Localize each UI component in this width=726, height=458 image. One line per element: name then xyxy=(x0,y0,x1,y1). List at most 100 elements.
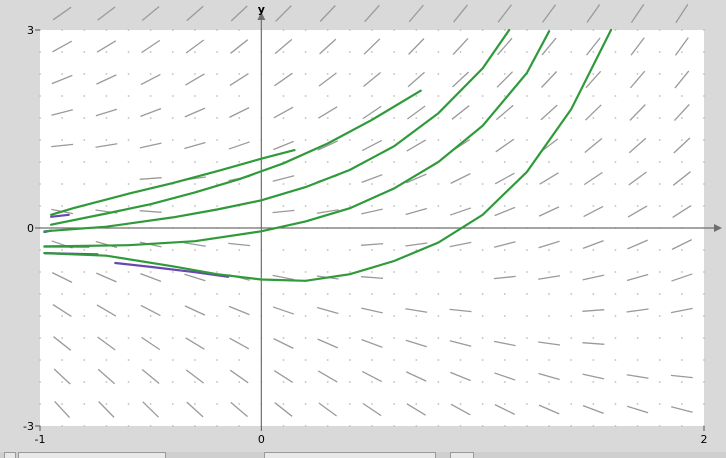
grid-dot xyxy=(326,95,329,97)
grid-dot xyxy=(526,315,528,317)
grid-dot xyxy=(526,117,528,119)
field-segment xyxy=(229,73,249,86)
grid-dot xyxy=(127,73,130,75)
field-segment xyxy=(629,104,646,121)
grid-dot xyxy=(194,73,196,75)
grid-dot xyxy=(614,117,617,119)
field-segment xyxy=(449,308,472,313)
grid-dot xyxy=(171,161,174,163)
grid-dot xyxy=(614,73,617,75)
field-segment xyxy=(628,137,647,154)
field-segment xyxy=(626,308,649,313)
field-segment xyxy=(405,173,427,184)
field-segment xyxy=(671,239,693,250)
grid-dot xyxy=(149,205,152,207)
grid-dot xyxy=(503,73,506,75)
grid-dot xyxy=(39,271,41,273)
grid-dot xyxy=(459,205,462,207)
grid-dot xyxy=(459,403,462,405)
grid-dot xyxy=(481,425,484,427)
field-segment xyxy=(139,177,162,180)
grid-dot xyxy=(149,293,152,295)
grid-dot xyxy=(393,29,396,31)
grid-dot xyxy=(194,205,196,207)
grid-dot xyxy=(149,359,152,361)
grid-dot xyxy=(636,425,639,427)
grid-dot xyxy=(61,183,64,185)
grid-dot xyxy=(658,381,661,383)
field-segment xyxy=(495,138,515,153)
grid-dot xyxy=(526,381,528,383)
toolbar-field-2[interactable] xyxy=(18,452,166,458)
field-segment xyxy=(319,5,336,22)
field-segment xyxy=(362,105,382,120)
field-segment xyxy=(407,105,426,120)
grid-dot xyxy=(570,95,573,97)
grid-dot xyxy=(437,95,440,97)
grid-dot xyxy=(61,73,64,75)
grid-dot xyxy=(149,139,152,141)
grid-dot xyxy=(636,271,639,273)
grid-dot xyxy=(526,51,528,53)
grid-dot xyxy=(348,425,351,427)
x-tick-label-left: -1 xyxy=(35,433,46,446)
grid-dot xyxy=(238,359,241,361)
toolbar-field-4[interactable] xyxy=(450,452,474,458)
grid-dot xyxy=(680,249,683,251)
field-segment xyxy=(670,307,693,314)
grid-dot xyxy=(216,117,218,119)
grid-dot xyxy=(326,271,329,273)
field-segment xyxy=(453,4,468,23)
field-segment xyxy=(228,242,251,247)
grid-dot xyxy=(680,95,683,97)
grid-dot xyxy=(614,183,617,185)
grid-dot xyxy=(39,51,41,53)
grid-dot xyxy=(437,403,440,405)
grid-dot xyxy=(39,161,41,163)
grid-dot xyxy=(680,425,683,427)
grid-dot xyxy=(592,249,595,251)
field-segment xyxy=(450,403,471,416)
grid-dot xyxy=(703,29,705,31)
grid-dot xyxy=(39,139,41,141)
field-segment xyxy=(627,205,648,218)
field-segment xyxy=(449,340,472,347)
grid-dot xyxy=(39,315,41,317)
field-segment xyxy=(674,37,689,56)
grid-dot xyxy=(703,117,705,119)
grid-dot xyxy=(348,161,351,163)
grid-dot xyxy=(548,381,550,383)
grid-dot xyxy=(304,161,307,163)
grid-dot xyxy=(481,205,484,207)
toolbar-field-1[interactable] xyxy=(4,452,16,458)
grid-dot xyxy=(703,381,705,383)
grid-dot xyxy=(238,403,241,405)
field-segment xyxy=(141,6,160,21)
grid-dot xyxy=(371,359,373,361)
grid-dot xyxy=(371,73,373,75)
field-segment xyxy=(97,368,116,385)
grid-dot xyxy=(592,381,595,383)
grid-dot xyxy=(481,359,484,361)
field-segment xyxy=(538,341,561,346)
field-segment xyxy=(185,369,205,384)
field-segment xyxy=(140,108,162,117)
grid-dot xyxy=(194,161,196,163)
grid-dot xyxy=(326,29,329,31)
grid-dot xyxy=(127,337,130,339)
toolbar-field-3[interactable] xyxy=(264,452,436,458)
grid-dot xyxy=(61,337,64,339)
field-segment xyxy=(494,206,516,217)
grid-dot xyxy=(592,161,595,163)
grid-dot xyxy=(614,271,617,273)
field-segment xyxy=(542,4,557,23)
field-segment xyxy=(408,4,424,23)
grid-dot xyxy=(83,95,86,97)
grid-dot xyxy=(371,139,373,141)
field-segment xyxy=(586,37,601,56)
field-segment xyxy=(317,370,338,383)
grid-dot xyxy=(216,271,218,273)
grid-dot xyxy=(636,205,639,207)
field-segment xyxy=(362,402,382,417)
grid-dot xyxy=(393,271,396,273)
